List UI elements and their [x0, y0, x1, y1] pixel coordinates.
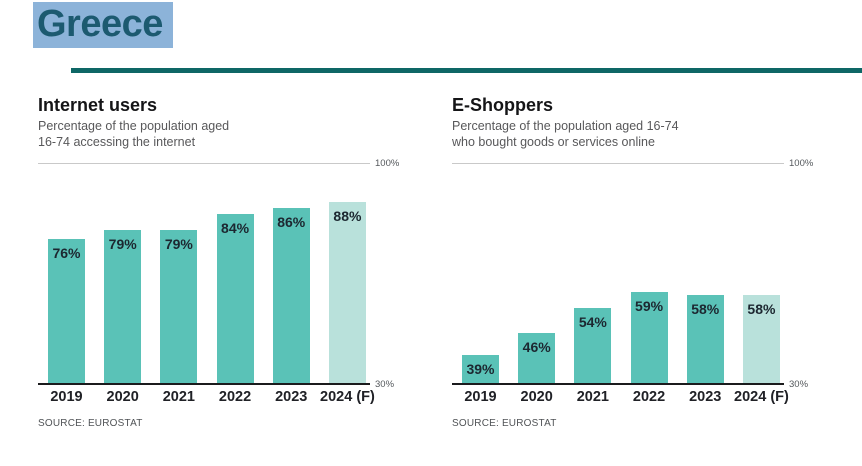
chart-subtitle: Percentage of the population aged 16-74 w… [452, 119, 820, 150]
page-header: Greece [0, 0, 862, 73]
chart-subtitle-line2: 16-74 accessing the internet [38, 134, 196, 149]
x-axis-label: 2022 [632, 389, 666, 405]
plot-area: 100% 30% 39% 46% 54% 59% 58% 58% [452, 158, 813, 390]
x-axis-tick: 2023 [687, 389, 724, 405]
chart-subtitle-line2: who bought goods or services online [452, 134, 655, 149]
bar-value-label: 76% [52, 245, 81, 262]
x-axis-tick: 2022 [631, 389, 668, 405]
x-axis-label: 2021 [162, 389, 195, 405]
bar-value-label: 58% [691, 301, 720, 318]
bar-plot: 39% 46% 54% 59% 58% 58% [452, 164, 784, 383]
bar-value-label: 54% [578, 313, 607, 330]
y-axis-max-label: 100% [375, 158, 400, 169]
bar-2019: 76% [48, 239, 85, 383]
x-axis-labels: 2019 2020 2021 2022 2023 2024 (F) [452, 389, 789, 405]
y-axis-max-label: 100% [789, 158, 814, 169]
bar-2020: 46% [518, 332, 556, 383]
x-axis-tick: 2021 [160, 389, 197, 405]
chart-internet-users: Internet users Percentage of the populat… [38, 95, 406, 429]
source-note: SOURCE: EUROSTAT [38, 418, 143, 429]
x-axis-tick: 2024 (F) [734, 389, 789, 405]
x-axis-tick: 2020 [104, 389, 141, 405]
bar-2022: 84% [216, 214, 254, 383]
x-axis-label: 2024 (F) [734, 389, 789, 405]
bar-value-label: 59% [635, 298, 664, 315]
chart-title: E-Shoppers [452, 95, 554, 115]
chart-subtitle-line1: Percentage of the population aged 16-74 [452, 119, 679, 133]
plot-area: 100% 30% 76% 79% 79% 84% 86% 88% [38, 158, 399, 390]
bar-2019: 39% [462, 354, 499, 383]
bar-2021: 79% [160, 229, 198, 383]
x-axis-label: 2024 (F) [320, 389, 375, 405]
x-axis-tick: 2024 (F) [320, 389, 375, 405]
page-title: Greece [33, 2, 173, 48]
bar-value-label: 79% [164, 235, 193, 252]
x-axis-label: 2023 [689, 389, 722, 405]
bar-2024F: 88% [328, 201, 366, 383]
x-axis-label: 2023 [275, 389, 308, 405]
bar-value-label: 79% [108, 235, 137, 252]
chart-subtitle-line1: Percentage of the population aged [38, 119, 230, 133]
x-axis-label: 2020 [520, 389, 553, 405]
source-note: SOURCE: EUROSTAT [452, 418, 557, 429]
x-axis-label: 2021 [576, 389, 609, 405]
x-axis-tick: 2020 [518, 389, 555, 405]
bar-2021: 54% [574, 307, 612, 383]
y-axis-min-label: 30% [375, 379, 395, 390]
x-axis-label: 2020 [106, 389, 139, 405]
x-axis-label: 2019 [464, 389, 497, 405]
x-axis-label: 2022 [218, 389, 252, 405]
bar-2022: 59% [630, 292, 668, 383]
bar-2023: 58% [686, 295, 724, 383]
header-divider [71, 68, 862, 73]
bar-value-label: 39% [466, 360, 495, 377]
x-axis-tick: 2023 [273, 389, 310, 405]
chart-title: Internet users [38, 95, 158, 115]
bar-2020: 79% [104, 229, 142, 383]
x-axis-tick: 2019 [462, 389, 499, 405]
bar-value-label: 84% [221, 220, 250, 237]
chart-subtitle: Percentage of the population aged 16-74 a… [38, 119, 406, 150]
bar-value-label: 88% [333, 207, 362, 224]
y-axis-min-label: 30% [789, 379, 809, 390]
chart-e-shoppers: E-Shoppers Percentage of the population … [452, 95, 820, 429]
bar-plot: 76% 79% 79% 84% 86% 88% [38, 164, 370, 383]
x-axis-label: 2019 [50, 389, 83, 405]
bar-value-label: 58% [747, 301, 776, 318]
x-axis-tick: 2019 [48, 389, 85, 405]
charts-row: Internet users Percentage of the populat… [0, 95, 862, 429]
bar-2024F: 58% [742, 295, 780, 383]
bar-value-label: 46% [522, 338, 551, 355]
x-axis-labels: 2019 2020 2021 2022 2023 2024 (F) [38, 389, 375, 405]
x-axis-tick: 2021 [574, 389, 611, 405]
bar-2023: 86% [272, 207, 310, 383]
x-axis-tick: 2022 [217, 389, 254, 405]
bar-value-label: 86% [277, 213, 306, 230]
